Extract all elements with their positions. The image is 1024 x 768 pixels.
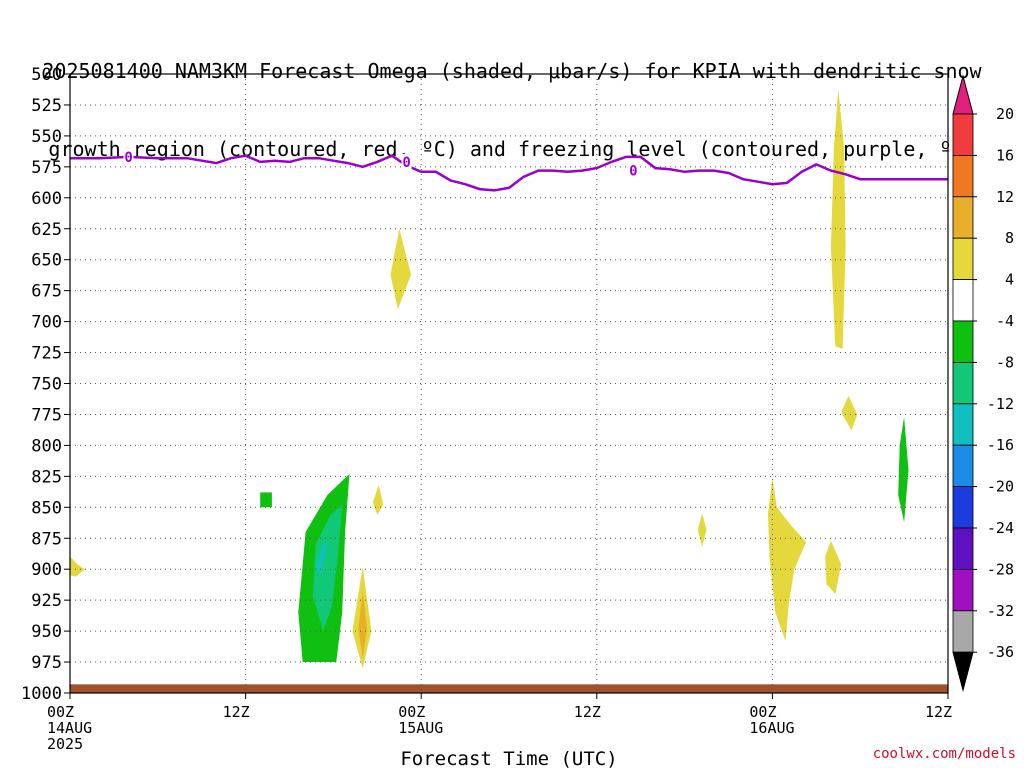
axes-layer: 500 525 550 575 600 625 650 675 700 725 750 775 800 8…: [21, 65, 952, 768]
y-tick-label-775: 775: [31, 405, 62, 425]
omega-region-13: [312, 504, 343, 632]
x-axis-label: Forecast Time (UTC): [400, 748, 617, 768]
omega-shading-layer: [70, 88, 948, 693]
y-tick-label-900: 900: [31, 560, 62, 580]
omega-region-10: [260, 492, 272, 508]
colorbar-label-11: -28: [987, 560, 1014, 578]
colorbar-band-10: [952, 527, 974, 570]
freezing-level-label-bg-0: [123, 148, 134, 164]
colorbar-label-2: 12: [996, 188, 1014, 206]
y-tick-label-575: 575: [31, 158, 62, 178]
colorbar-label-5: -4: [996, 312, 1014, 330]
y-tick-label-500: 500: [31, 65, 62, 85]
omega-region-0: [390, 228, 411, 310]
omega-region-4: [372, 485, 384, 515]
colorbar-label-0: 20: [996, 105, 1014, 123]
x-tick-label-36-0: 12Z: [574, 703, 601, 721]
x-tick-label-60-0: 12Z: [925, 703, 952, 721]
colorbar-top-arrow: [952, 74, 974, 115]
y-tick-label-650: 650: [31, 251, 62, 271]
y-tick-label-700: 700: [31, 313, 62, 333]
y-tick-label-675: 675: [31, 282, 62, 302]
colorbar-label-8: -16: [987, 436, 1014, 454]
x-tick-label-12-0: 12Z: [223, 703, 250, 721]
colorbar-band-3: [952, 237, 974, 280]
omega-region-12: [898, 416, 909, 523]
freezing-level-label-bg-1: [401, 153, 412, 169]
colorbar-band-5: [952, 320, 974, 363]
x-tick-label-0-0: 00Z: [47, 703, 74, 721]
omega-region-7: [768, 477, 807, 641]
colorbar: 20 16 12 8 4 -4 -8 -12 -16 -20 -24 -28 -32 -36: [952, 74, 1014, 693]
omega-region-1: [830, 88, 846, 349]
colorbar-band-4: [952, 279, 974, 322]
y-tick-label-750: 750: [31, 375, 62, 395]
plot-frame: [69, 73, 949, 694]
colorbar-band-0: [952, 113, 974, 156]
freezing-level-label-2: 0: [629, 164, 637, 180]
colorbar-label-13: -36: [987, 643, 1014, 661]
colorbar-band-6: [952, 361, 974, 405]
freezing-level-label-0: 0: [124, 150, 132, 166]
y-tick-label-550: 550: [31, 127, 62, 147]
y-tick-label-850: 850: [31, 498, 62, 518]
colorbar-label-9: -20: [987, 478, 1014, 496]
colorbar-label-6: -8: [996, 353, 1014, 371]
y-tick-label-800: 800: [31, 436, 62, 456]
y-tick-label-600: 600: [31, 189, 62, 209]
colorbar-band-1: [952, 154, 974, 198]
surface-band: [70, 684, 948, 693]
grid-layer: [69, 73, 949, 694]
y-tick-label-975: 975: [31, 653, 62, 673]
omega-region-14: [315, 542, 328, 576]
y-tick-label-1000: 1000: [21, 684, 62, 704]
y-tick-label-625: 625: [31, 220, 62, 240]
x-tick-label-48-1: 16AUG: [749, 719, 794, 737]
colorbar-band-9: [952, 486, 974, 529]
colorbar-label-1: 16: [996, 146, 1014, 164]
colorbar-label-7: -12: [987, 395, 1014, 413]
colorbar-bottom-arrow: [952, 651, 974, 693]
freezing-level-layer: 0 0 0: [70, 148, 948, 192]
freezing-level-label-bg-2: [628, 162, 639, 178]
title-line-1: 2025081400 NAM3KM Forecast Omega (shaded…: [42, 59, 982, 83]
colorbar-band-12: [952, 610, 974, 653]
omega-region-2: [841, 395, 858, 431]
colorbar-label-4: 4: [1005, 271, 1014, 289]
freezing-level-line: [70, 154, 948, 192]
omega-region-6: [697, 513, 707, 547]
freezing-level-label-1: 0: [402, 155, 410, 171]
omega-region-3: [70, 556, 85, 577]
y-tick-label-725: 725: [31, 344, 62, 364]
x-tick-label-0-1: 14AUG: [47, 719, 92, 737]
omega-region-9: [358, 591, 368, 659]
colorbar-label-3: 8: [1005, 229, 1014, 247]
y-tick-label-925: 925: [31, 591, 62, 611]
x-tick-label-24-1: 15AUG: [398, 719, 443, 737]
y-tick-label-525: 525: [31, 96, 62, 116]
y-tick-label-950: 950: [31, 622, 62, 642]
colorbar-band-2: [952, 196, 974, 239]
credit-label: coolwx.com/models: [872, 746, 1016, 762]
y-tick-label-825: 825: [31, 467, 62, 487]
colorbar-band-11: [952, 569, 974, 612]
omega-region-8: [825, 540, 842, 594]
x-tick-label-24-0: 00Z: [398, 703, 425, 721]
colorbar-band-7: [952, 403, 974, 446]
colorbar-band-8: [952, 444, 974, 488]
colorbar-label-12: -32: [987, 602, 1014, 620]
x-tick-label-0-2: 2025: [47, 735, 83, 753]
colorbar-label-10: -24: [987, 519, 1014, 537]
x-tick-label-48-0: 00Z: [749, 703, 776, 721]
y-tick-label-875: 875: [31, 529, 62, 549]
